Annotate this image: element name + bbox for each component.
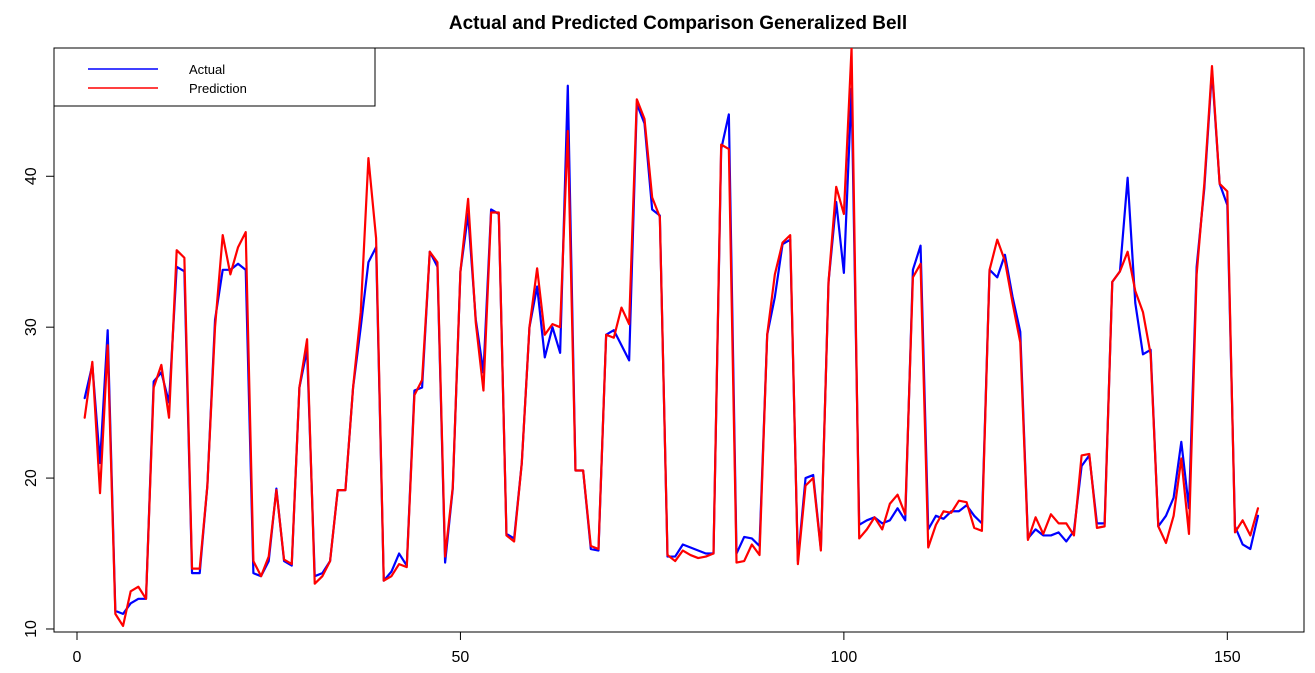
- series-layer: [83, 48, 1260, 628]
- legend-label-prediction: Prediction: [189, 81, 247, 96]
- chart-title: Actual and Predicted Comparison Generali…: [449, 13, 907, 34]
- series-line-prediction: [83, 48, 1260, 628]
- legend-label-actual: Actual: [189, 62, 225, 77]
- y-tick-label: 10: [23, 620, 40, 638]
- x-tick-label: 50: [452, 649, 470, 666]
- x-axis: 0 50 100 150: [73, 631, 1241, 666]
- y-tick-label: 30: [23, 318, 40, 336]
- x-tick-label: 100: [831, 649, 858, 666]
- y-tick-label: 40: [23, 167, 40, 185]
- x-tick-label: 0: [73, 649, 82, 666]
- x-tick-label: 150: [1214, 649, 1241, 666]
- legend-box: [53, 47, 376, 107]
- plot-frame: [53, 47, 1305, 633]
- legend: Actual Prediction: [53, 47, 376, 107]
- y-axis: 10 20 30 40: [23, 167, 55, 638]
- series-line-actual: [83, 69, 1260, 615]
- y-tick-label: 20: [23, 469, 40, 487]
